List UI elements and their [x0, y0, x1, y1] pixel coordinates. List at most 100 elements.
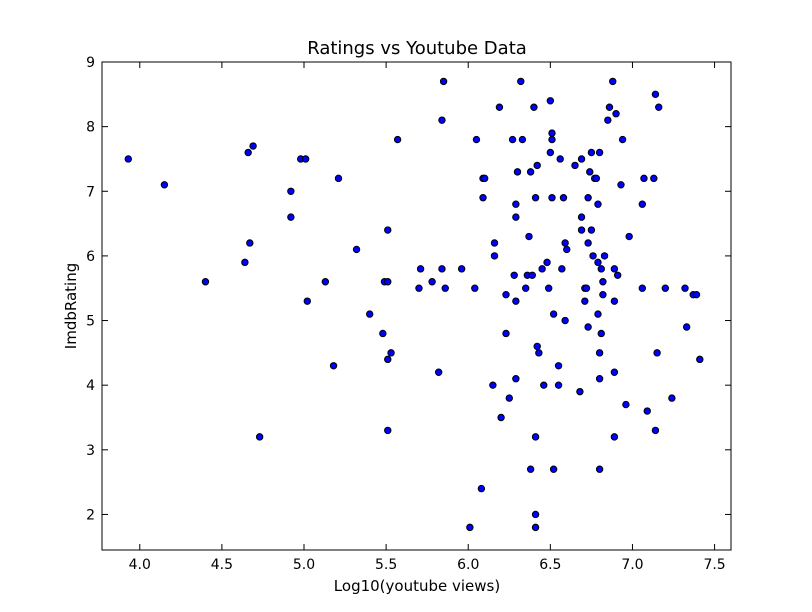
data-point: [558, 265, 566, 273]
x-tick-label: 5.0: [293, 557, 315, 573]
data-point: [525, 232, 533, 241]
plot-frame: [101, 61, 732, 551]
data-point: [517, 77, 525, 86]
y-axis-ticks: 2 3 4 5 6 7 8 9: [86, 55, 731, 523]
data-point: [681, 284, 689, 292]
data-point: [595, 465, 604, 473]
data-point: [490, 239, 499, 247]
data-point: [597, 329, 605, 338]
data-point: [577, 213, 586, 221]
data-point: [653, 349, 661, 357]
data-points: [124, 77, 704, 532]
data-point: [563, 245, 571, 254]
data-point: [531, 433, 540, 441]
data-point: [605, 103, 614, 111]
data-point: [201, 278, 210, 286]
y-tick-label: 2: [86, 507, 95, 523]
data-point: [586, 168, 594, 176]
data-point: [379, 329, 387, 338]
data-point: [613, 271, 622, 279]
x-tick-label: 6.5: [539, 557, 561, 573]
data-point: [609, 77, 617, 86]
data-point: [540, 381, 548, 389]
data-point: [604, 116, 612, 124]
data-point: [384, 426, 392, 435]
x-tick-label: 6.0: [457, 557, 479, 573]
data-point: [610, 368, 619, 376]
data-point: [502, 290, 510, 299]
data-point: [387, 349, 395, 357]
data-point: [622, 400, 630, 409]
data-point: [571, 161, 579, 170]
data-point: [287, 187, 295, 195]
data-point: [584, 194, 592, 202]
data-point: [594, 258, 602, 267]
data-point: [508, 135, 517, 144]
data-point: [638, 284, 647, 292]
x-tick-label: 7.0: [621, 557, 643, 573]
y-tick-label: 4: [86, 378, 95, 394]
data-point: [512, 200, 520, 208]
data-point: [643, 407, 651, 415]
data-point: [497, 413, 505, 422]
data-point: [618, 135, 627, 144]
x-axis-ticks: 4.0 4.5 5.0 5.5 6.0 6.5 7.0 7.5: [129, 62, 726, 573]
data-point: [638, 200, 647, 208]
data-point: [303, 297, 311, 305]
y-tick-label: 6: [86, 249, 95, 265]
data-point: [682, 323, 691, 331]
y-tick-label: 3: [86, 443, 95, 459]
data-point: [577, 155, 586, 163]
data-point: [576, 387, 584, 396]
data-point: [599, 278, 607, 286]
data-point: [589, 252, 597, 260]
data-point: [301, 155, 310, 163]
data-point: [441, 284, 449, 292]
data-point: [640, 174, 648, 183]
data-point: [466, 523, 474, 532]
data-point: [244, 148, 252, 157]
data-point: [595, 349, 604, 357]
data-point: [595, 148, 604, 157]
data-point: [584, 323, 592, 331]
x-tick-label: 5.5: [375, 557, 397, 573]
data-point: [549, 310, 558, 318]
data-point: [538, 265, 546, 273]
data-point: [480, 174, 489, 183]
data-point: [526, 465, 535, 473]
data-point: [505, 394, 513, 402]
data-point: [384, 355, 392, 364]
data-point: [512, 213, 520, 221]
data-point: [530, 103, 538, 111]
data-point: [384, 278, 392, 286]
data-point: [548, 129, 556, 137]
y-axis-label: ImdbRating: [62, 263, 80, 349]
data-point: [512, 297, 520, 305]
data-point: [543, 258, 551, 267]
x-tick-label: 4.0: [129, 557, 151, 573]
data-point: [610, 265, 619, 273]
data-point: [434, 368, 443, 376]
data-point: [668, 394, 676, 402]
y-tick-label: 5: [86, 314, 95, 330]
data-point: [438, 265, 446, 273]
data-point: [471, 284, 479, 292]
data-point: [650, 174, 658, 183]
data-point: [528, 271, 536, 279]
data-point: [457, 265, 466, 273]
data-point: [352, 245, 361, 254]
data-point: [599, 290, 607, 299]
data-point: [594, 310, 602, 318]
data-point: [531, 194, 540, 202]
data-point: [612, 110, 620, 118]
data-point: [661, 284, 670, 292]
data-point: [241, 258, 249, 267]
data-point: [617, 181, 625, 189]
data-point: [546, 97, 555, 105]
data-point: [438, 116, 446, 124]
data-point: [513, 168, 522, 176]
data-point: [512, 375, 520, 383]
data-point: [495, 103, 504, 111]
data-point: [554, 381, 563, 389]
